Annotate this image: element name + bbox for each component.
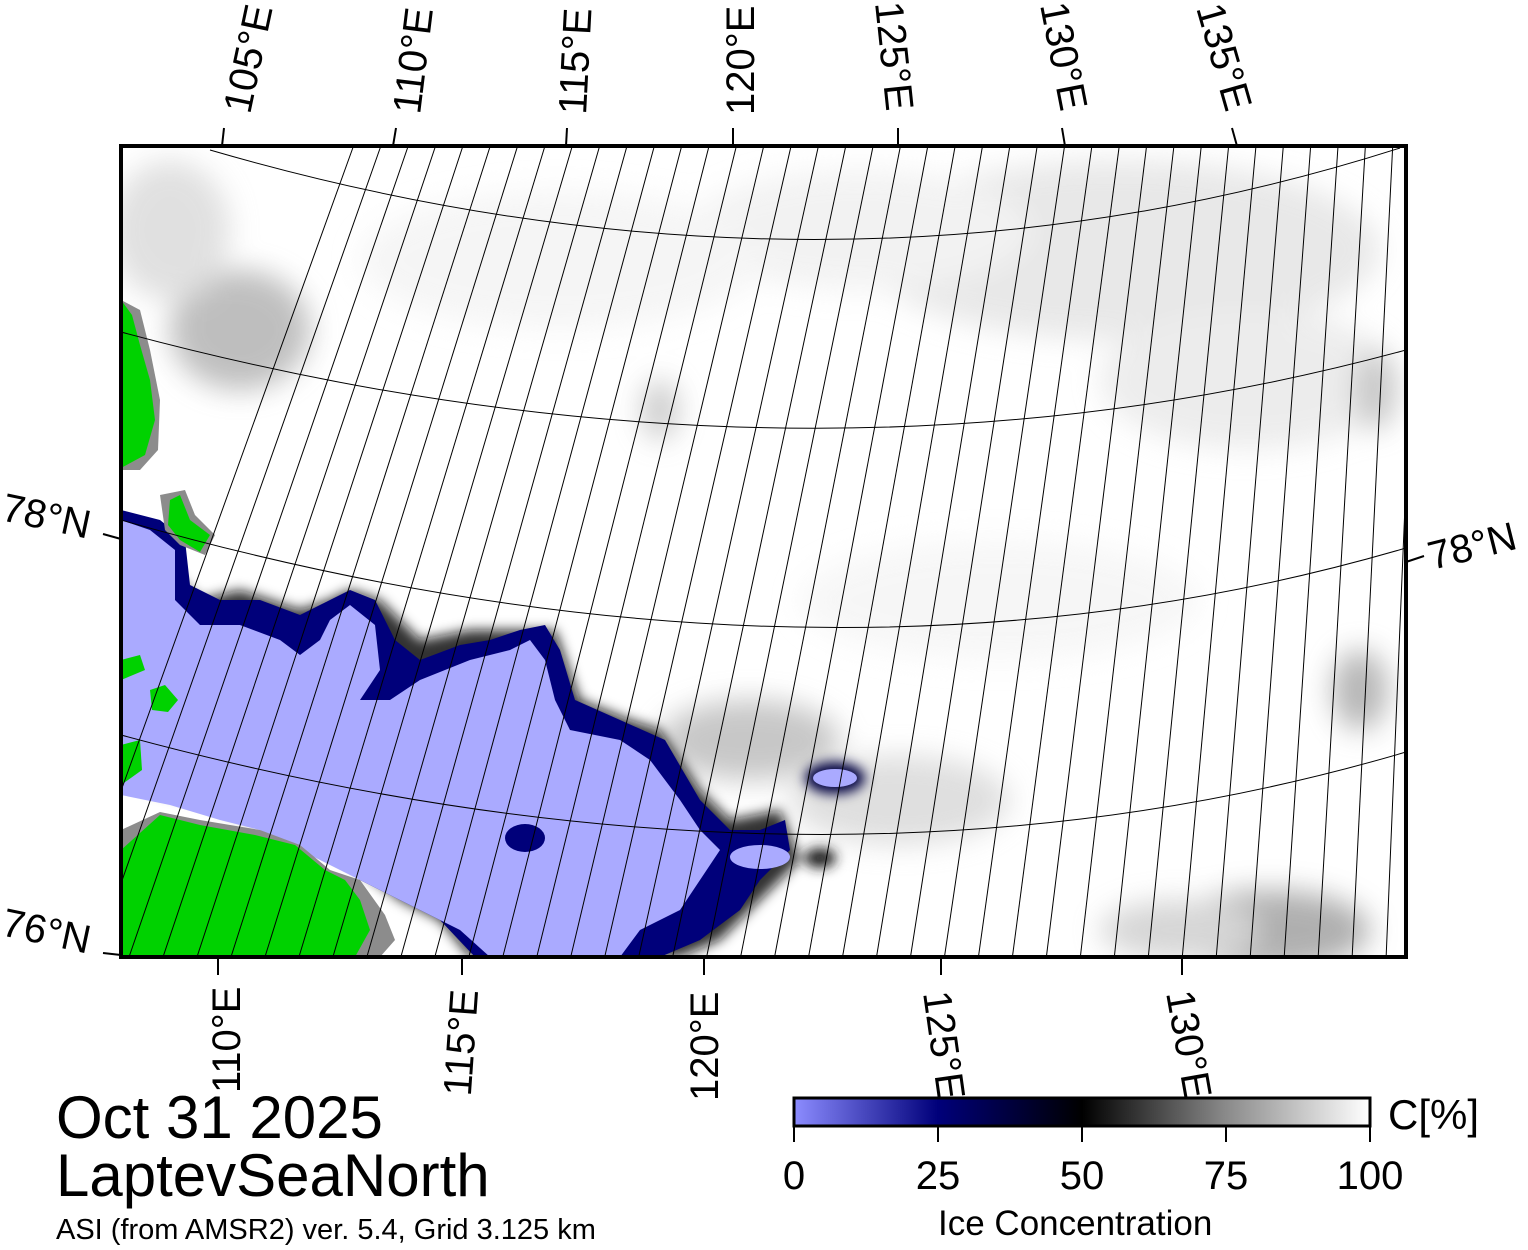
meridian-line (1181, 146, 1257, 957)
map-frame (119, 144, 1408, 959)
bottom-lon-labels: 110°E 115°E 120°E 125°E 130°E (205, 987, 1219, 1103)
lon-label: 120°E (719, 6, 763, 115)
colorbar-unit: C[%] (1388, 1091, 1480, 1138)
region-name: LaptevSeaNorth (56, 1142, 490, 1209)
colorbar-tick-label: 0 (782, 1154, 806, 1198)
parallel-line (121, 519, 1406, 629)
meridian-line (943, 146, 1066, 957)
lon-label: 130°E (1031, 0, 1095, 114)
meridian-line (502, 146, 710, 957)
meridian-line (128, 146, 409, 957)
lon-label: 125°E (866, 0, 921, 113)
meridian-line (366, 146, 601, 957)
meridian-line (1147, 146, 1230, 957)
meridian-line (740, 146, 901, 957)
lon-label: 115°E (551, 7, 601, 116)
island-land (121, 655, 145, 680)
lon-label: 115°E (436, 988, 487, 1097)
lon-label: 110°E (205, 987, 249, 1093)
severnaya-zemlya-land (121, 300, 155, 468)
lon-label: 125°E (914, 988, 973, 1102)
meridian-line (1351, 146, 1394, 957)
meridian-line (875, 146, 1011, 957)
graticule (121, 146, 1406, 957)
meridian-line (230, 146, 491, 957)
colorbar-tick-label: 75 (1203, 1154, 1249, 1198)
meridian-line (842, 146, 983, 957)
meridian-line (1113, 146, 1202, 957)
data-source: ASI (from AMSR2) ver. 5.4, Grid 3.125 km (56, 1214, 596, 1246)
meridian-line (977, 146, 1093, 957)
meridian-line (468, 146, 683, 957)
colorbar-gradient (792, 1096, 1372, 1128)
lat-label: 76°N (0, 901, 95, 963)
frame-ticks (102, 127, 1425, 975)
lat-label: 78°N (0, 486, 95, 548)
meridian-line (298, 146, 546, 957)
lon-label: 105°E (216, 1, 282, 117)
lon-label: 130°E (1157, 987, 1219, 1102)
meridian-line (570, 146, 765, 957)
meridian-line (1385, 469, 1406, 957)
lon-label: 135°E (1187, 0, 1259, 116)
lon-label: 120°E (683, 992, 727, 1101)
meridian-line (1011, 146, 1120, 957)
meridian-line (400, 146, 628, 957)
meridian-line (264, 146, 519, 957)
colorbar-tick-label: 25 (915, 1154, 961, 1198)
lon-label: 110°E (385, 5, 442, 116)
colorbar (792, 1096, 1372, 1142)
meridian-line (1045, 146, 1148, 957)
meridian-lines (121, 146, 1406, 957)
meridian-line (536, 146, 737, 957)
colorbar-ticks (793, 1126, 1371, 1142)
meridian-line (808, 146, 956, 957)
meridian-line (332, 146, 573, 957)
meridian-line (1283, 146, 1339, 957)
colorbar-tick-label: 50 (1059, 1154, 1105, 1198)
parallel-line (209, 147, 1401, 240)
meridian-line (1249, 146, 1312, 957)
parallel-line (121, 331, 1406, 429)
meridian-line (1215, 146, 1284, 957)
taymyr-land (121, 815, 370, 957)
meridian-line (121, 146, 382, 885)
top-lon-labels: 105°E 110°E 115°E 120°E 125°E 130°E 135°… (216, 0, 1260, 117)
meridian-line (672, 146, 847, 957)
map-area (121, 146, 1406, 957)
meridian-line (774, 146, 929, 957)
meridian-line (196, 146, 464, 957)
meridian-line (638, 146, 819, 957)
meridian-line (1317, 146, 1366, 957)
colorbar-label: Ice Concentration (938, 1204, 1213, 1243)
meridian-line (162, 146, 437, 957)
land (121, 300, 370, 957)
map-date: Oct 31 2025 (56, 1084, 383, 1151)
lat-label: 78°N (1424, 514, 1521, 578)
colorbar-tick-label: 100 (1336, 1154, 1404, 1198)
meridian-line (706, 146, 874, 957)
meridian-line (434, 146, 655, 957)
meridian-line (604, 146, 792, 957)
meridian-line (1079, 146, 1175, 957)
island-land (168, 495, 210, 552)
meridian-line (121, 146, 354, 793)
meridian-line (909, 146, 1038, 957)
